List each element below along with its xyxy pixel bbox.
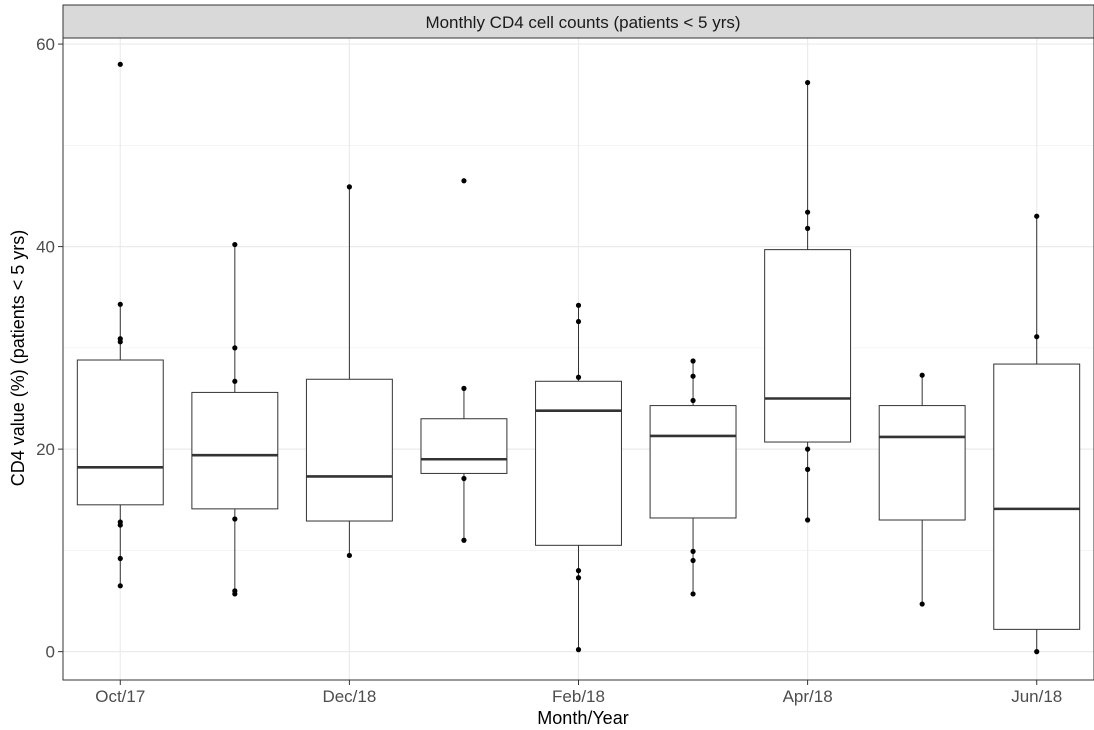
x-axis-ticks: Oct/17 Dec/18 Feb/18 Apr/18 Jun/18 xyxy=(95,680,1062,706)
data-point xyxy=(690,373,696,379)
data-point xyxy=(117,339,123,345)
data-point xyxy=(805,446,811,452)
data-point xyxy=(232,241,238,248)
data-point xyxy=(575,647,582,653)
facet-strip-title: Monthly CD4 cell counts (patients < 5 yr… xyxy=(425,13,740,32)
data-point xyxy=(805,209,811,215)
data-point xyxy=(919,372,925,378)
data-point xyxy=(575,302,582,308)
box-iqr xyxy=(76,359,164,506)
y-axis-ticks: 0 20 40 60 xyxy=(36,35,63,662)
x-axis-title: Month/Year xyxy=(537,708,628,728)
data-point xyxy=(575,318,582,325)
box-group-7 xyxy=(764,82,852,521)
data-point xyxy=(805,466,811,472)
data-point xyxy=(232,345,238,351)
data-point xyxy=(1034,213,1040,219)
data-point xyxy=(690,358,696,364)
x-tick-label: Oct/17 xyxy=(95,687,145,706)
data-point xyxy=(575,374,582,380)
data-point xyxy=(346,552,352,559)
data-point xyxy=(461,385,467,391)
box-iqr xyxy=(878,405,966,521)
y-axis-title: CD4 value (%) (patients < 5 yrs) xyxy=(8,230,28,487)
box-group-5 xyxy=(535,305,622,650)
data-point xyxy=(117,61,123,67)
box-iqr xyxy=(305,378,393,522)
y-tick-label: 60 xyxy=(36,35,55,54)
data-point xyxy=(1034,649,1040,655)
data-point xyxy=(232,591,238,597)
box-group-4 xyxy=(420,388,508,541)
y-tick-label: 40 xyxy=(36,238,55,257)
data-point xyxy=(690,397,696,404)
x-tick-label: Apr/18 xyxy=(783,687,833,706)
data-point xyxy=(117,555,123,562)
data-point xyxy=(346,184,352,190)
data-point xyxy=(1034,334,1040,340)
data-point xyxy=(690,591,696,597)
y-tick-label: 0 xyxy=(46,643,55,662)
box-group-1 xyxy=(76,304,164,586)
boxes xyxy=(76,82,1081,652)
data-point xyxy=(575,575,582,581)
x-tick-label: Feb/18 xyxy=(552,687,605,706)
data-point xyxy=(232,516,238,522)
box-iqr xyxy=(649,405,737,519)
data-point xyxy=(461,537,467,543)
box-iqr xyxy=(993,363,1081,630)
box-iqr xyxy=(191,391,279,510)
data-point xyxy=(575,568,582,574)
box-group-3 xyxy=(305,186,393,556)
box-iqr xyxy=(764,249,852,443)
box-iqr xyxy=(420,418,508,474)
data-point xyxy=(690,548,696,554)
data-point xyxy=(805,517,811,523)
data-point xyxy=(117,583,123,589)
box-group-6 xyxy=(649,361,737,594)
box-iqr xyxy=(535,380,622,546)
data-point xyxy=(461,178,467,184)
data-point xyxy=(919,601,925,607)
box-group-9 xyxy=(993,216,1081,652)
data-point xyxy=(805,225,811,231)
box-group-8 xyxy=(878,375,966,605)
data-point xyxy=(117,522,123,528)
data-point xyxy=(232,378,238,384)
data-point xyxy=(805,79,811,86)
data-point xyxy=(461,475,467,482)
x-tick-label: Dec/18 xyxy=(322,687,376,706)
facet-strip xyxy=(62,4,1094,39)
data-point xyxy=(690,557,696,564)
y-tick-label: 20 xyxy=(36,440,55,459)
x-tick-label: Jun/18 xyxy=(1011,687,1062,706)
data-points xyxy=(117,61,1040,655)
data-point xyxy=(117,301,123,307)
box-group-2 xyxy=(191,244,279,594)
